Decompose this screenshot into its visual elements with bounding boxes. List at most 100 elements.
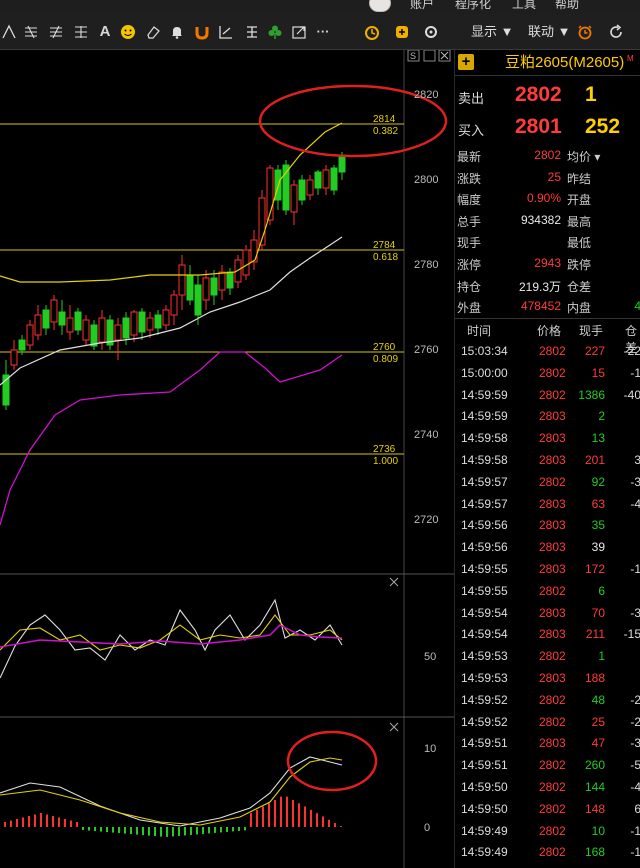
menu-item-programmatic[interactable]: 程序化 bbox=[455, 0, 492, 11]
tick-row[interactable]: 14:59:49 2802 10 -1 bbox=[455, 820, 640, 842]
price-axis: 2820 2800 2780 2760 2740 2720 50 10 0 bbox=[414, 89, 438, 834]
tick-row[interactable]: 14:59:50 2802 144 -4 bbox=[455, 776, 640, 798]
price-axis-label: 2780 bbox=[414, 259, 438, 271]
macd-bar bbox=[268, 803, 270, 827]
tick-row[interactable]: 14:59:51 2802 260 -5 bbox=[455, 754, 640, 776]
macd-bar bbox=[148, 827, 150, 836]
tick-row[interactable]: 14:59:54 2803 70 -3 bbox=[455, 602, 640, 624]
quote-value: 219.3万 bbox=[518, 279, 561, 294]
macd-bar bbox=[208, 827, 210, 834]
vip-alt-icon[interactable] bbox=[393, 23, 411, 41]
candle-body bbox=[66, 317, 74, 333]
tick-row[interactable]: 14:59:53 2802 1 bbox=[455, 645, 640, 667]
menu-item-help[interactable]: 帮助 bbox=[555, 0, 580, 11]
list-icon[interactable] bbox=[243, 23, 261, 41]
tick-row[interactable]: 14:59:57 2802 92 -3 bbox=[455, 471, 640, 493]
more-icon[interactable]: ··· bbox=[316, 24, 330, 39]
candle-body bbox=[162, 309, 170, 326]
ticks-header-time: 时间 bbox=[467, 324, 492, 338]
candle-body bbox=[170, 294, 178, 316]
tick-volume: 47 bbox=[591, 736, 605, 751]
tick-row[interactable]: 14:59:55 2803 172 -1 bbox=[455, 558, 640, 580]
tick-row[interactable]: 14:59:53 2803 188 bbox=[455, 667, 640, 689]
tick-row[interactable]: 14:59:55 2802 6 bbox=[455, 580, 640, 602]
macd-bar bbox=[304, 806, 306, 827]
tick-row[interactable]: 14:59:56 2803 39 bbox=[455, 536, 640, 558]
price-axis-label: 2800 bbox=[414, 174, 438, 186]
export-icon[interactable] bbox=[290, 23, 308, 41]
vip-icon[interactable] bbox=[363, 23, 381, 41]
tick-price: 2802 bbox=[539, 649, 566, 664]
indicator-axis-label: 0 bbox=[424, 822, 430, 834]
tick-time: 15:00:00 bbox=[461, 365, 508, 380]
tick-row[interactable]: 14:59:58 2803 13 bbox=[455, 427, 640, 449]
alarm-icon[interactable] bbox=[576, 23, 594, 41]
macd-bar bbox=[298, 803, 300, 827]
quote-label: 均价 ▾ bbox=[567, 150, 601, 164]
tick-row[interactable]: 14:59:56 2803 35 bbox=[455, 514, 640, 536]
tick-row[interactable]: 14:59:50 2802 148 6 bbox=[455, 798, 640, 820]
text-icon[interactable]: A bbox=[99, 23, 111, 40]
clover-icon[interactable] bbox=[266, 23, 284, 41]
ma-white-line bbox=[0, 236, 343, 386]
tick-row[interactable]: 15:00:00 2802 15 -1 bbox=[455, 362, 640, 384]
tick-row[interactable]: 14:59:51 2803 47 -3 bbox=[455, 732, 640, 754]
tick-row[interactable]: 14:59:52 2802 48 -2 bbox=[455, 689, 640, 711]
grid-alt-icon[interactable] bbox=[47, 23, 65, 41]
grid-icon[interactable] bbox=[22, 23, 40, 41]
tick-row[interactable]: 14:59:52 2802 25 -2 bbox=[455, 711, 640, 733]
candle-body bbox=[34, 314, 42, 336]
quote-label: 外盘 bbox=[457, 301, 482, 316]
add-icon[interactable]: + bbox=[458, 54, 474, 70]
magnet-icon[interactable] bbox=[193, 23, 211, 41]
bell-icon[interactable] bbox=[168, 23, 186, 41]
drawing-toolbar: A ··· 显示 ▼ 联动 ▼ bbox=[0, 14, 640, 50]
macd-bar bbox=[286, 796, 288, 827]
macd-bar bbox=[214, 827, 216, 833]
settings-icon[interactable] bbox=[422, 23, 440, 41]
tick-price: 2802 bbox=[539, 474, 566, 489]
menu-item-tools[interactable]: 工具 bbox=[512, 0, 537, 11]
quote-row: 持仓 219.3万 仓差 bbox=[455, 274, 640, 296]
tick-time: 14:59:56 bbox=[461, 540, 508, 555]
menu-item-account[interactable]: 账户 bbox=[410, 0, 435, 11]
quote-label: 跌停 bbox=[567, 258, 592, 272]
tick-row[interactable]: 14:59:57 2803 63 -4 bbox=[455, 493, 640, 515]
refresh-icon[interactable] bbox=[607, 23, 625, 41]
ask-row[interactable]: 卖出 2802 1 bbox=[455, 80, 640, 111]
macd-bar bbox=[46, 814, 48, 827]
bid-row[interactable]: 买入 2801 252 bbox=[455, 112, 640, 143]
link-dropdown[interactable]: 联动 ▼ bbox=[528, 24, 571, 39]
quote-label: 涨跌 bbox=[457, 171, 482, 186]
candle-body bbox=[338, 154, 346, 173]
ruler-icon[interactable] bbox=[217, 23, 235, 41]
tick-row[interactable]: 14:59:59 2803 2 bbox=[455, 405, 640, 427]
eraser-icon[interactable] bbox=[144, 23, 162, 41]
tick-row[interactable]: 14:59:54 2803 211 -15 bbox=[455, 623, 640, 645]
fib-price-label: 2784 bbox=[373, 240, 396, 251]
tick-time: 14:59:58 bbox=[461, 431, 508, 446]
macd-bar bbox=[316, 813, 318, 827]
display-dropdown[interactable]: 显示 ▼ bbox=[471, 24, 514, 39]
tick-price: 2802 bbox=[539, 801, 566, 816]
crosshair-icon[interactable] bbox=[72, 23, 90, 41]
contract-name[interactable]: 豆粕2605(M2605) bbox=[505, 54, 625, 71]
fib-price-label: 2736 bbox=[373, 444, 396, 455]
tick-time: 14:59:53 bbox=[461, 649, 508, 664]
osc-magenta-line bbox=[0, 624, 343, 648]
tick-price: 2803 bbox=[539, 518, 566, 533]
tick-row[interactable]: 14:59:59 2802 1386 -40 bbox=[455, 384, 640, 406]
kline-chart[interactable]: S 2814 0.382 2784 0.618 2760 0.809 2736 1.000 2… bbox=[0, 50, 454, 868]
tick-row[interactable]: 14:59:49 2802 168 -1 bbox=[455, 841, 640, 863]
macd-yellow-line bbox=[0, 757, 343, 826]
highlight-ellipse-top bbox=[258, 84, 448, 158]
avatar[interactable] bbox=[369, 0, 391, 12]
macd-bar bbox=[34, 814, 36, 827]
macd-bar bbox=[274, 799, 276, 827]
pointer-icon[interactable] bbox=[0, 23, 18, 41]
tick-row[interactable]: 14:59:58 2803 201 3 bbox=[455, 449, 640, 471]
tick-time: 14:59:59 bbox=[461, 409, 508, 424]
tick-row[interactable]: 15:03:34 2802 227 -22 bbox=[455, 340, 640, 362]
smiley-icon[interactable] bbox=[119, 23, 137, 41]
tick-time: 14:59:50 bbox=[461, 801, 508, 816]
